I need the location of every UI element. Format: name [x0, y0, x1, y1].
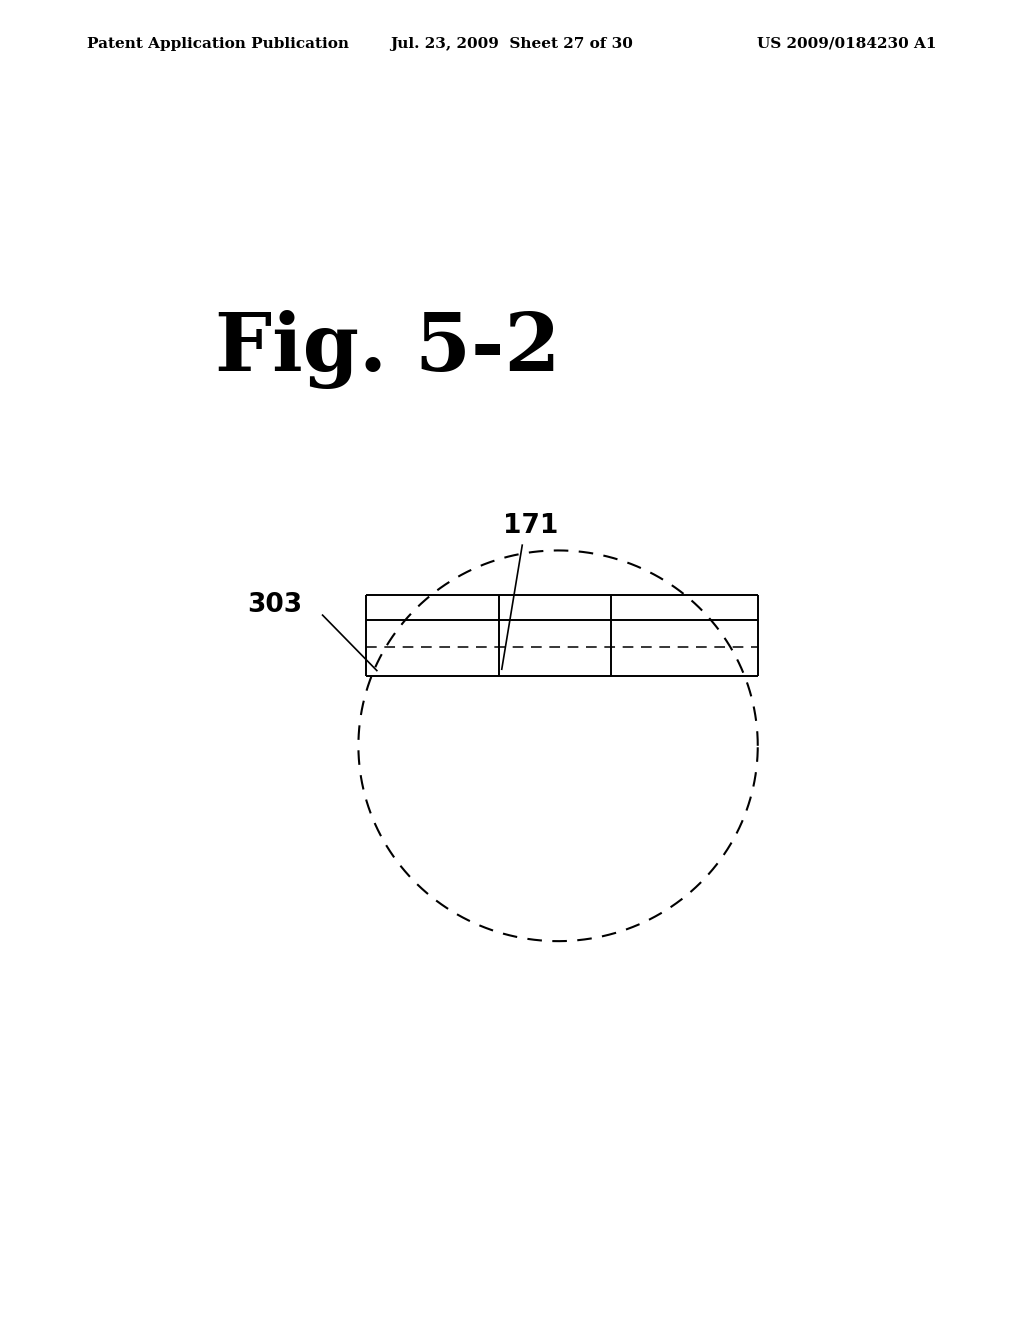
Text: Fig. 5-2: Fig. 5-2: [215, 310, 560, 389]
Text: 171: 171: [503, 512, 558, 539]
Text: Jul. 23, 2009  Sheet 27 of 30: Jul. 23, 2009 Sheet 27 of 30: [390, 37, 634, 51]
Text: US 2009/0184230 A1: US 2009/0184230 A1: [758, 37, 937, 51]
Text: Patent Application Publication: Patent Application Publication: [87, 37, 349, 51]
Text: 303: 303: [247, 591, 302, 618]
